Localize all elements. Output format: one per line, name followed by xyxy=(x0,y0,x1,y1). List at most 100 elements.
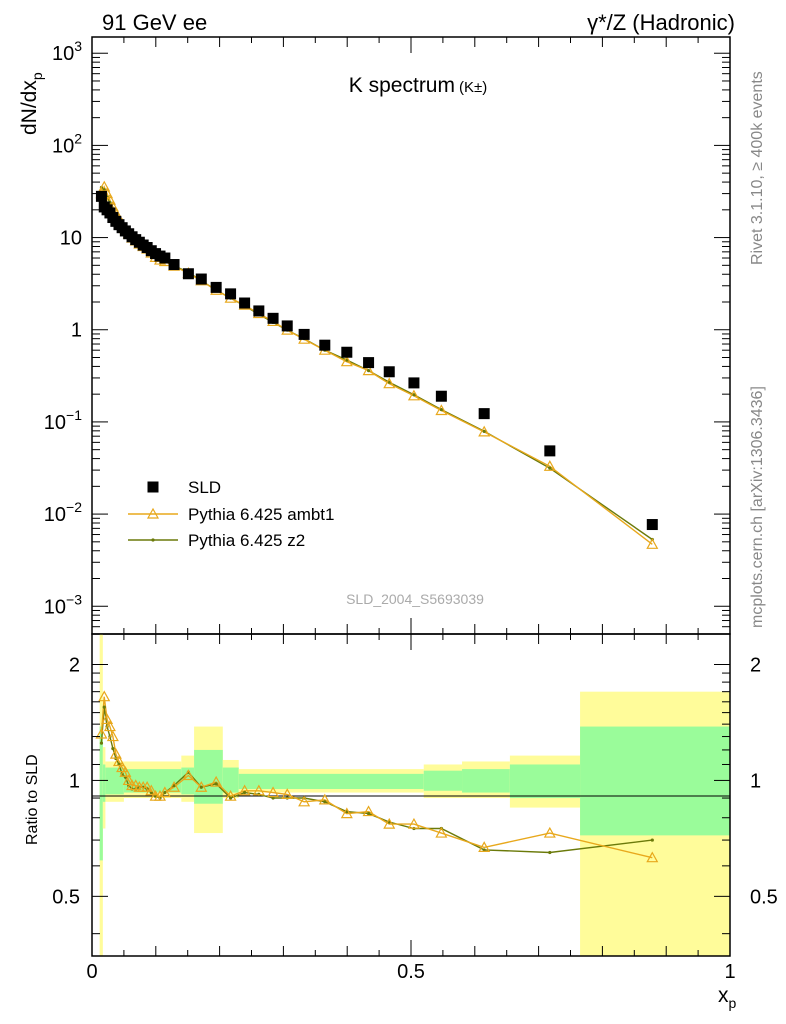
main-title: K spectrum (K±) xyxy=(349,74,487,97)
ratio-ambt1-point xyxy=(210,775,223,787)
sld-point xyxy=(478,408,490,420)
ratio-z2-point xyxy=(271,796,275,800)
ratio-ambt1-point xyxy=(298,795,311,807)
ratio-ambt1-point xyxy=(101,713,114,725)
ratio-band-inner xyxy=(462,769,510,793)
ratio-panel: 0.5 0.5 1 1 2 2 0 0.5 1 Ratio to SLD xp xyxy=(24,633,778,1011)
ambt1-point xyxy=(646,538,659,549)
ratio-ambt1-point xyxy=(153,789,167,801)
sld-point xyxy=(408,377,420,389)
sld-point xyxy=(168,259,180,271)
main-ytick-label: 10−2 xyxy=(44,499,82,526)
ratio-band-inner xyxy=(222,767,239,793)
ratio-ytick-label: 2 xyxy=(69,654,80,676)
ratio-axis-layer: 0.5 0.5 1 1 2 2 0 0.5 1 xyxy=(52,634,778,983)
sld-point xyxy=(210,281,222,293)
ratio-z2-point xyxy=(366,812,371,816)
ratio-frame xyxy=(91,633,731,957)
ratio-ambt1-point xyxy=(543,826,556,838)
z2-point xyxy=(482,429,486,433)
ratio-z2-point xyxy=(228,796,233,800)
x-tick-label: 0.5 xyxy=(397,961,425,983)
main-ytick-label: 103 xyxy=(52,38,82,65)
main-ytick-label-exp: −3 xyxy=(66,591,82,607)
x-axis-label-sub: p xyxy=(729,995,737,1011)
ratio-series-layer xyxy=(95,690,659,863)
x-tick-label: 1 xyxy=(724,961,735,983)
ratio-z2-point xyxy=(548,850,552,855)
main-ytick-label-exp: 3 xyxy=(74,38,82,54)
ratio-band-inner xyxy=(423,770,463,791)
ratio-ambt1-point xyxy=(141,781,154,792)
ratio-band-layer xyxy=(99,634,730,956)
ratio-ambt1-point xyxy=(158,786,171,798)
sld-point xyxy=(363,357,375,369)
ratio-ytick-label-right: 0.5 xyxy=(750,886,778,908)
main-ytick-label: 1 xyxy=(71,320,82,342)
header-left: 91 GeV ee xyxy=(102,10,207,35)
ambt1-point xyxy=(435,404,448,416)
ratio-ambt1-point xyxy=(119,766,132,777)
main-ytick-label-exp: −2 xyxy=(66,499,82,515)
x-axis-label-text: x xyxy=(718,984,729,1007)
ratio-ambt1-point xyxy=(112,755,126,767)
ambt1-point xyxy=(478,425,491,437)
ratio-band-inner xyxy=(102,764,106,802)
main-ytick-label-base: 10 xyxy=(52,43,74,65)
header-right-rest: (Hadronic) xyxy=(626,10,735,35)
ratio-band-inner xyxy=(509,764,581,799)
x-tick-label: 0 xyxy=(86,961,97,983)
ratio-z2-point xyxy=(199,785,203,789)
ratio-ambt1-point xyxy=(95,727,108,739)
ambt1-point xyxy=(383,377,396,389)
sld-point xyxy=(225,288,237,300)
main-ytick-label-base: 10 xyxy=(44,596,66,618)
sld-point xyxy=(319,339,331,351)
main-series-layer xyxy=(95,180,659,549)
ratio-z2-point xyxy=(650,838,654,842)
sld-point xyxy=(383,366,395,378)
ambt1-line xyxy=(100,185,653,545)
ratio-ambt1-point xyxy=(116,761,129,773)
ambt1-point xyxy=(103,193,116,205)
legend-label: Pythia 6.425 ambt1 xyxy=(188,505,334,524)
ambt1-point xyxy=(407,389,420,401)
ratio-ambt1-point xyxy=(478,841,491,852)
rivet-label: Rivet 3.1.10, ≥ 400k events xyxy=(749,71,766,265)
ratio-ambt1-point xyxy=(267,786,280,798)
legend-label: SLD xyxy=(188,478,221,497)
ratio-z2-point xyxy=(102,705,106,709)
ratio-ambt1-point xyxy=(318,793,331,805)
sld-point xyxy=(544,445,556,457)
ratio-ambt1-point xyxy=(224,789,237,801)
ratio-ambt1-point xyxy=(145,784,158,796)
ratio-ambt1-point xyxy=(109,747,122,759)
z2-point xyxy=(548,466,552,470)
ratio-z2-point xyxy=(243,790,247,795)
main-ytick-label-exp: 2 xyxy=(74,130,82,146)
sld-point xyxy=(95,190,107,202)
main-ytick-label-base: 10 xyxy=(52,135,74,157)
legend-z2-marker xyxy=(151,538,155,542)
ambt1-point xyxy=(362,364,375,376)
main-ylabel-text: dN/dx xyxy=(18,80,41,135)
legend-sld-marker xyxy=(147,481,159,493)
main-ytick-label-base: 10 xyxy=(60,228,82,250)
ratio-ambt1-point xyxy=(122,774,135,786)
main-ytick-label: 102 xyxy=(52,130,82,157)
z2-point xyxy=(439,408,443,412)
ratio-ambt1-point xyxy=(281,788,294,799)
ratio-ytick-label: 0.5 xyxy=(52,886,80,908)
z2-point xyxy=(366,369,371,373)
main-title-sup: (K±) xyxy=(459,79,487,96)
ratio-z2-point xyxy=(214,782,218,786)
ratio-ambt1-point xyxy=(103,720,116,732)
ambt1-point xyxy=(98,180,111,192)
ratio-ambt1-point xyxy=(646,851,659,863)
main-title-text: K spectrum xyxy=(349,74,455,97)
legend-ambt1-marker xyxy=(146,507,160,519)
ratio-ambt1-point xyxy=(106,730,119,742)
ratio-z2-point xyxy=(99,741,104,745)
sld-point xyxy=(239,297,251,309)
